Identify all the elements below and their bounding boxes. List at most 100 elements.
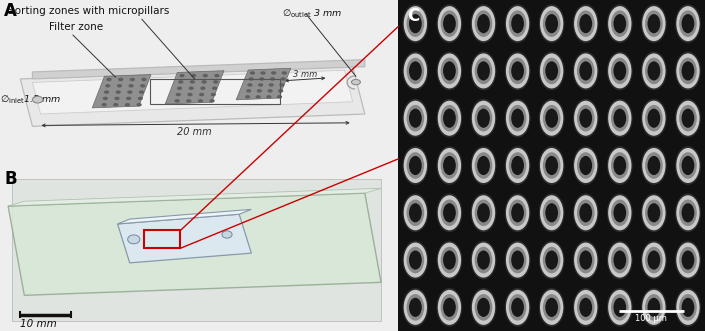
Ellipse shape (540, 290, 563, 325)
Polygon shape (8, 193, 381, 295)
Ellipse shape (506, 53, 529, 88)
Ellipse shape (438, 195, 461, 230)
Ellipse shape (545, 156, 558, 175)
Ellipse shape (511, 61, 524, 80)
Ellipse shape (474, 200, 492, 226)
Ellipse shape (675, 288, 701, 327)
Ellipse shape (539, 288, 565, 327)
Ellipse shape (477, 61, 490, 80)
Ellipse shape (642, 101, 666, 136)
Ellipse shape (200, 86, 205, 90)
Ellipse shape (539, 4, 565, 43)
Ellipse shape (257, 89, 262, 93)
Ellipse shape (249, 77, 254, 81)
Ellipse shape (647, 156, 661, 175)
Ellipse shape (645, 152, 663, 179)
Ellipse shape (573, 193, 599, 232)
Ellipse shape (443, 61, 456, 80)
Ellipse shape (645, 247, 663, 273)
Ellipse shape (676, 53, 699, 88)
Ellipse shape (611, 294, 629, 321)
Ellipse shape (407, 105, 424, 131)
Ellipse shape (574, 101, 597, 136)
Text: A: A (4, 2, 17, 20)
Ellipse shape (472, 195, 495, 230)
Ellipse shape (477, 109, 490, 128)
Ellipse shape (540, 148, 563, 183)
Ellipse shape (137, 97, 143, 100)
Ellipse shape (613, 156, 626, 175)
Ellipse shape (647, 14, 661, 33)
Ellipse shape (577, 105, 594, 131)
Ellipse shape (573, 4, 599, 43)
Ellipse shape (611, 58, 629, 84)
Ellipse shape (642, 195, 666, 230)
Text: Filter zone: Filter zone (49, 22, 103, 31)
Ellipse shape (266, 95, 271, 99)
Ellipse shape (270, 77, 275, 81)
Ellipse shape (613, 109, 626, 128)
Ellipse shape (407, 294, 424, 321)
Ellipse shape (511, 156, 524, 175)
Ellipse shape (441, 10, 458, 37)
Ellipse shape (608, 243, 632, 278)
Ellipse shape (543, 152, 560, 179)
Ellipse shape (682, 298, 694, 317)
Ellipse shape (676, 6, 699, 41)
Polygon shape (118, 214, 251, 263)
Ellipse shape (436, 4, 462, 43)
Bar (12, 178, 381, 321)
Ellipse shape (438, 6, 461, 41)
Polygon shape (236, 68, 291, 100)
Ellipse shape (607, 52, 632, 90)
Ellipse shape (506, 243, 529, 278)
Text: $\varnothing_{\mathsf{inlet}}$1.5 mm: $\varnothing_{\mathsf{inlet}}$1.5 mm (0, 94, 61, 106)
Ellipse shape (613, 298, 626, 317)
Ellipse shape (607, 193, 632, 232)
Ellipse shape (477, 298, 490, 317)
Ellipse shape (141, 78, 147, 81)
Ellipse shape (407, 200, 424, 226)
Ellipse shape (352, 79, 360, 85)
Ellipse shape (682, 61, 694, 80)
Ellipse shape (580, 251, 592, 270)
Ellipse shape (214, 74, 219, 77)
Ellipse shape (441, 105, 458, 131)
Ellipse shape (611, 152, 629, 179)
Ellipse shape (682, 203, 694, 222)
Ellipse shape (675, 193, 701, 232)
Ellipse shape (403, 99, 428, 138)
Ellipse shape (113, 103, 118, 107)
Ellipse shape (545, 203, 558, 222)
Ellipse shape (441, 200, 458, 226)
Ellipse shape (438, 101, 461, 136)
Ellipse shape (611, 10, 629, 37)
Polygon shape (8, 188, 381, 206)
Ellipse shape (477, 14, 490, 33)
Polygon shape (32, 70, 352, 114)
Ellipse shape (511, 109, 524, 128)
Ellipse shape (682, 156, 694, 175)
Ellipse shape (443, 298, 456, 317)
Ellipse shape (409, 156, 422, 175)
Ellipse shape (611, 105, 629, 131)
Ellipse shape (607, 4, 632, 43)
Ellipse shape (580, 14, 592, 33)
Ellipse shape (613, 251, 626, 270)
Ellipse shape (260, 71, 266, 75)
Ellipse shape (543, 247, 560, 273)
Ellipse shape (114, 97, 120, 100)
Ellipse shape (177, 86, 182, 90)
Ellipse shape (641, 99, 667, 138)
Ellipse shape (409, 14, 422, 33)
Ellipse shape (176, 93, 181, 96)
Ellipse shape (509, 247, 527, 273)
Ellipse shape (505, 288, 530, 327)
Ellipse shape (471, 146, 496, 185)
Ellipse shape (188, 86, 194, 90)
Ellipse shape (106, 78, 111, 81)
Ellipse shape (608, 53, 632, 88)
Ellipse shape (675, 99, 701, 138)
Ellipse shape (438, 53, 461, 88)
Ellipse shape (126, 97, 131, 100)
